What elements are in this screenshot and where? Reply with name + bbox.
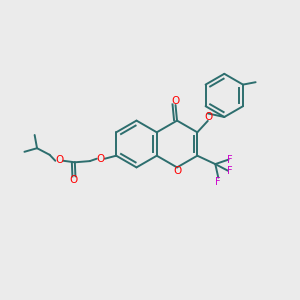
Text: O: O xyxy=(173,166,182,176)
Text: F: F xyxy=(215,176,221,187)
Text: F: F xyxy=(227,154,233,165)
Text: O: O xyxy=(97,154,105,164)
Text: F: F xyxy=(227,166,233,176)
Text: O: O xyxy=(70,175,78,185)
Text: O: O xyxy=(171,96,180,106)
Text: O: O xyxy=(55,155,63,165)
Text: O: O xyxy=(204,112,212,122)
